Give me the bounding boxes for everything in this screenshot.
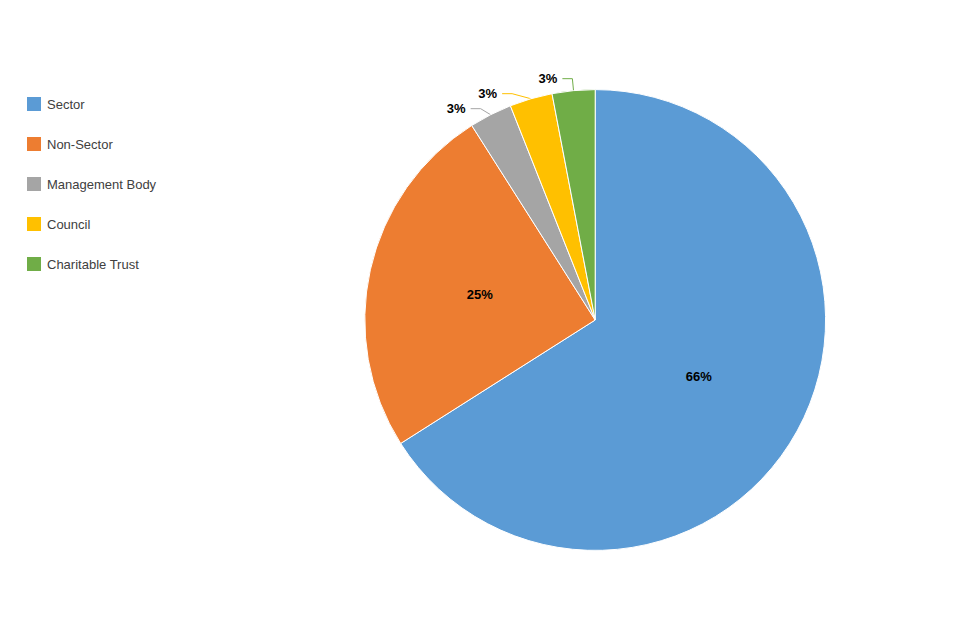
svg-text:3%: 3% bbox=[478, 86, 497, 101]
svg-text:Charitable Trust: Charitable Trust bbox=[47, 257, 139, 272]
svg-text:66%: 66% bbox=[686, 369, 712, 384]
svg-text:Management Body: Management Body bbox=[47, 177, 157, 192]
svg-text:Sector: Sector bbox=[47, 97, 85, 112]
svg-text:3%: 3% bbox=[447, 101, 466, 116]
svg-text:Council: Council bbox=[47, 217, 90, 232]
svg-text:3%: 3% bbox=[539, 71, 558, 86]
svg-text:Non-Sector: Non-Sector bbox=[47, 137, 113, 152]
svg-text:25%: 25% bbox=[467, 287, 493, 302]
